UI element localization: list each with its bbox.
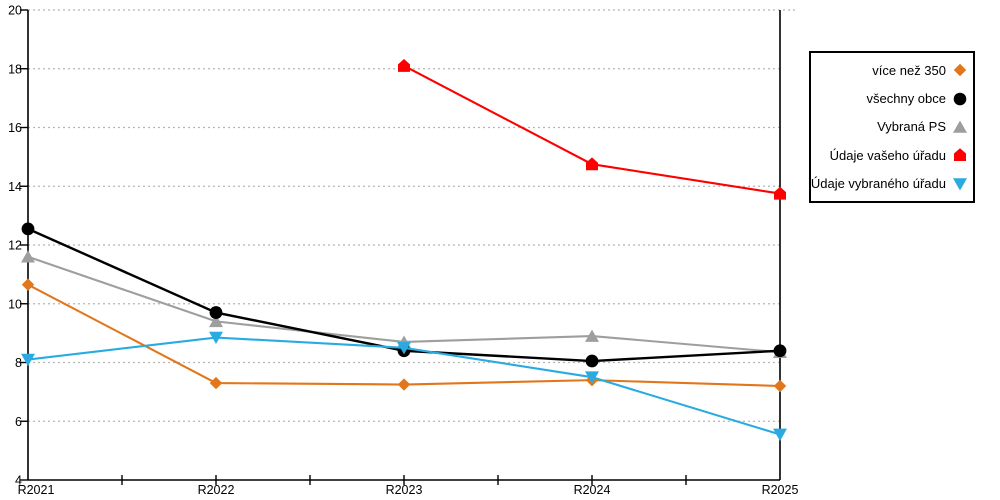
legend-label: Vybraná PS (877, 119, 946, 135)
x-tick-label: R2022 (198, 483, 235, 497)
y-tick-label: 16 (8, 121, 22, 135)
data-point (774, 186, 786, 200)
data-point (21, 353, 35, 367)
series-line (27, 283, 781, 388)
pentagon-up-marker-icon (954, 148, 966, 162)
legend-label: Údaje vybraného úřadu (810, 176, 946, 192)
data-point (21, 222, 35, 236)
legend-item: všechny obce (815, 85, 968, 113)
y-tick-label: 14 (8, 180, 22, 194)
data-point (398, 59, 410, 72)
series-triangle-down (21, 331, 787, 441)
data-point (773, 379, 787, 393)
legend-marker-shape (954, 148, 966, 162)
y-axis-ticks: 4 6 8 10 12 14 16 18 20 (8, 4, 28, 488)
legend-item: Vybraná PS (815, 113, 968, 141)
data-point (209, 331, 223, 345)
y-tick-label: 18 (8, 62, 22, 76)
y-tick-label: 20 (8, 4, 22, 18)
gridlines (28, 9, 797, 422)
data-point (773, 428, 787, 441)
legend-item: Údaje vybraného úřadu (811, 170, 968, 198)
x-tick-label: R2023 (386, 483, 423, 497)
x-tick-label: R2024 (574, 483, 611, 497)
legend-marker-shape (953, 63, 967, 77)
series-pentagon-up (398, 59, 786, 200)
legend: více než 350 všechny obce Vybraná PS Údaje … (809, 51, 975, 203)
legend-marker-shape (953, 92, 967, 105)
legend-item: Údaje vašeho úřadu (815, 141, 968, 169)
series-line (403, 64, 781, 195)
y-tick-label: 8 (15, 356, 22, 370)
triangle-down-marker-icon (953, 177, 967, 191)
y-tick-label: 4 (15, 474, 22, 488)
data-point (209, 314, 223, 328)
legend-label: Údaje vašeho úřadu (829, 147, 946, 163)
circle-marker-icon (953, 92, 967, 105)
data-point (585, 354, 599, 368)
data-point (209, 376, 223, 390)
series-diamond (21, 278, 787, 393)
diamond-marker-icon (953, 63, 967, 77)
data-point (773, 344, 787, 358)
x-tick-label: R2021 (18, 483, 55, 497)
legend-label: všechny obce (866, 91, 947, 107)
x-tick-label: R2025 (762, 483, 799, 497)
y-tick-label: 12 (8, 239, 22, 253)
data-point (21, 278, 35, 291)
x-axis-ticks: R2021 R2022 R2023 R2024 R2025 (18, 475, 799, 497)
data-point (397, 378, 411, 391)
data-point (586, 157, 598, 171)
legend-label: více než 350 (872, 62, 946, 78)
y-tick-label: 10 (8, 297, 22, 311)
data-point (585, 371, 599, 384)
data-point (21, 250, 35, 263)
triangle-up-marker-icon (953, 120, 967, 133)
data-point (585, 329, 599, 342)
legend-marker-shape (953, 120, 967, 133)
data-point (397, 342, 411, 355)
data-point (209, 306, 223, 319)
legend-marker-shape (953, 177, 967, 191)
legend-item: více než 350 (815, 56, 968, 84)
y-tick-label: 6 (15, 415, 22, 429)
